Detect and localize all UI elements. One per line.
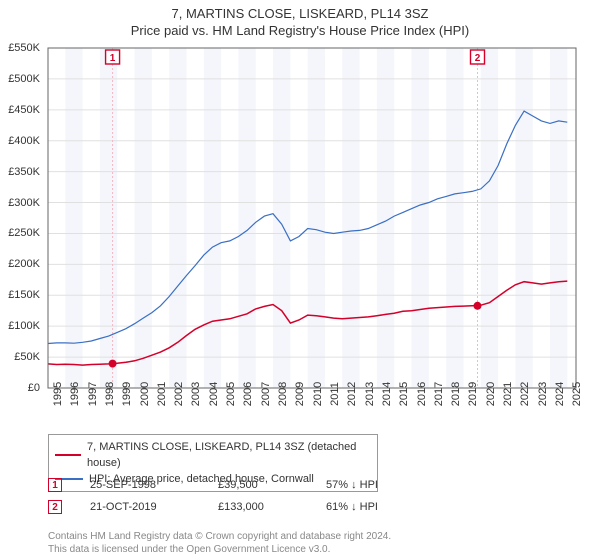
chart-plot-area: 12 (48, 48, 576, 388)
legend-row: 7, MARTINS CLOSE, LISKEARD, PL14 3SZ (de… (55, 439, 371, 471)
x-tick-label: 2012 (346, 382, 358, 406)
y-tick-label: £200K (8, 258, 40, 270)
year-band (135, 48, 152, 388)
x-tick-label: 2017 (433, 382, 445, 406)
x-tick-label: 1999 (121, 382, 133, 406)
y-tick-label: £400K (8, 135, 40, 147)
x-tick-label: 2024 (554, 382, 566, 406)
x-tick-label: 2009 (294, 382, 306, 406)
transaction-marker-box: 1 (106, 50, 120, 64)
x-tick-label: 2004 (208, 382, 220, 406)
transaction-marker: 2 (48, 500, 62, 514)
footer-attribution: Contains HM Land Registry data © Crown c… (48, 530, 391, 556)
year-band (515, 48, 532, 388)
x-tick-label: 2022 (519, 382, 531, 406)
x-tick-label: 1996 (69, 382, 81, 406)
x-tick-label: 2025 (571, 382, 583, 406)
transaction-marker-box: 2 (470, 50, 484, 64)
year-band (65, 48, 82, 388)
x-tick-label: 1997 (87, 382, 99, 406)
transaction-row: 2 21-OCT-2019 £133,000 61% ↓ HPI (48, 500, 568, 514)
x-tick-label: 2010 (312, 382, 324, 406)
y-tick-label: £50K (14, 351, 40, 363)
year-band (204, 48, 221, 388)
x-tick-label: 2007 (260, 382, 272, 406)
transaction-date: 21-OCT-2019 (90, 501, 190, 513)
chart-title: 7, MARTINS CLOSE, LISKEARD, PL14 3SZ (0, 6, 600, 21)
y-tick-label: £100K (8, 320, 40, 332)
y-axis: £0£50K£100K£150K£200K£250K£300K£350K£400… (0, 48, 44, 388)
chart-subtitle: Price paid vs. HM Land Registry's House … (0, 23, 600, 38)
x-tick-label: 2000 (139, 382, 151, 406)
year-band (100, 48, 117, 388)
year-band (308, 48, 325, 388)
y-tick-label: £350K (8, 166, 40, 178)
y-tick-label: £300K (8, 197, 40, 209)
x-tick-label: 2019 (467, 382, 479, 406)
transaction-date: 25-SEP-1998 (90, 479, 190, 491)
y-tick-label: £450K (8, 104, 40, 116)
transaction-diff: 57% ↓ HPI (326, 479, 406, 491)
x-tick-label: 2005 (225, 382, 237, 406)
x-tick-label: 2016 (416, 382, 428, 406)
transaction-price: £39,500 (218, 479, 298, 491)
year-band (412, 48, 429, 388)
year-band (342, 48, 359, 388)
x-tick-label: 1998 (104, 382, 116, 406)
y-tick-label: £550K (8, 42, 40, 54)
chart-svg: 12 (48, 48, 576, 388)
legend-label: 7, MARTINS CLOSE, LISKEARD, PL14 3SZ (de… (87, 439, 371, 471)
y-tick-label: £500K (8, 73, 40, 85)
legend-swatch (55, 454, 81, 456)
x-tick-label: 2021 (502, 382, 514, 406)
year-band (273, 48, 290, 388)
year-band (446, 48, 463, 388)
year-band (550, 48, 567, 388)
y-tick-label: £150K (8, 289, 40, 301)
svg-text:2: 2 (475, 53, 481, 64)
x-tick-label: 2015 (398, 382, 410, 406)
transaction-point (473, 302, 481, 310)
x-tick-label: 2020 (485, 382, 497, 406)
transaction-price: £133,000 (218, 501, 298, 513)
x-tick-label: 2014 (381, 382, 393, 406)
x-tick-label: 2006 (242, 382, 254, 406)
x-tick-label: 2011 (329, 382, 341, 406)
transaction-point (109, 360, 117, 368)
x-tick-label: 2013 (364, 382, 376, 406)
x-tick-label: 1995 (52, 382, 64, 406)
x-tick-label: 2001 (156, 382, 168, 406)
transaction-diff: 61% ↓ HPI (326, 501, 406, 513)
x-tick-label: 2008 (277, 382, 289, 406)
transaction-row: 1 25-SEP-1998 £39,500 57% ↓ HPI (48, 478, 568, 492)
y-tick-label: £0 (28, 382, 40, 394)
y-tick-label: £250K (8, 227, 40, 239)
x-tick-label: 2023 (537, 382, 549, 406)
year-band (238, 48, 255, 388)
transaction-marker: 1 (48, 478, 62, 492)
footer-line-2: This data is licensed under the Open Gov… (48, 543, 391, 556)
x-tick-label: 2003 (190, 382, 202, 406)
year-band (481, 48, 498, 388)
svg-text:1: 1 (110, 53, 116, 64)
x-tick-label: 2002 (173, 382, 185, 406)
footer-line-1: Contains HM Land Registry data © Crown c… (48, 530, 391, 543)
x-tick-label: 2018 (450, 382, 462, 406)
x-axis: 1995199619971998199920002001200220032004… (48, 390, 576, 430)
